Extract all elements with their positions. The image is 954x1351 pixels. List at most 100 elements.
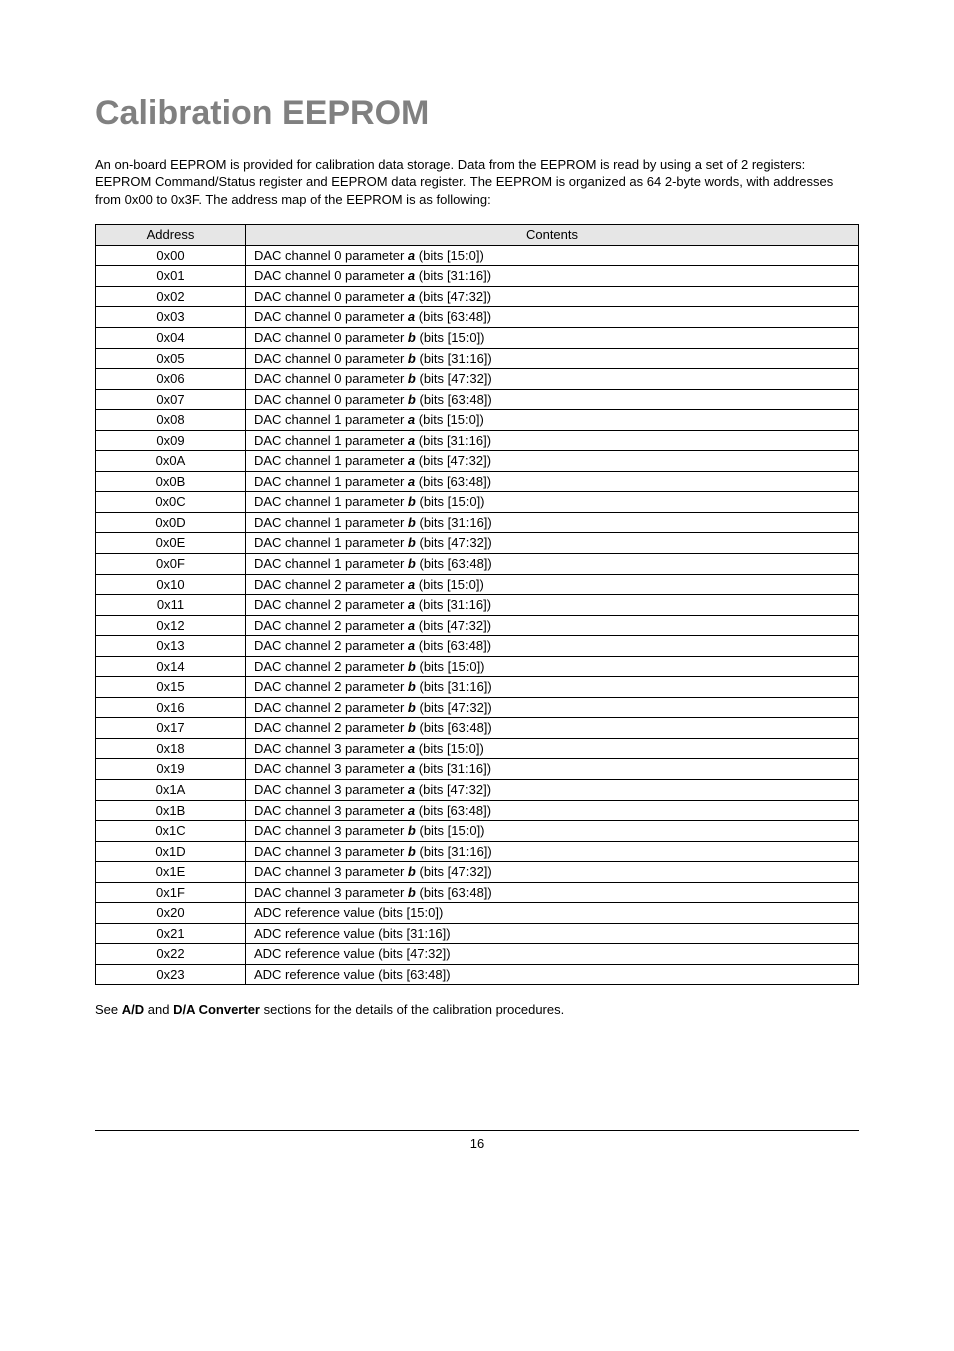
cell-post: (bits [47:32]) — [415, 289, 491, 304]
table-row: 0x0CDAC channel 1 parameter b (bits [15:… — [96, 492, 859, 513]
table-row: 0x15DAC channel 2 parameter b (bits [31:… — [96, 677, 859, 698]
cell-param-var: b — [408, 330, 416, 345]
cell-pre: DAC channel 3 parameter — [254, 803, 408, 818]
intro-paragraph: An on-board EEPROM is provided for calib… — [95, 156, 859, 209]
cell-pre: DAC channel 1 parameter — [254, 535, 408, 550]
cell-contents: DAC channel 1 parameter a (bits [63:48]) — [246, 471, 859, 492]
cell-post: (bits [63:48]) — [415, 803, 491, 818]
cell-post: (bits [15:0]) — [416, 823, 485, 838]
table-row: 0x1FDAC channel 3 parameter b (bits [63:… — [96, 882, 859, 903]
cell-pre: DAC channel 3 parameter — [254, 761, 408, 776]
cell-address: 0x03 — [96, 307, 246, 328]
cell-address: 0x0E — [96, 533, 246, 554]
cell-post: (bits [31:16]) — [416, 515, 492, 530]
table-row: 0x11DAC channel 2 parameter a (bits [31:… — [96, 595, 859, 616]
cell-pre: DAC channel 3 parameter — [254, 844, 408, 859]
table-row: 0x01DAC channel 0 parameter a (bits [31:… — [96, 266, 859, 287]
cell-contents: DAC channel 0 parameter b (bits [47:32]) — [246, 369, 859, 390]
cell-address: 0x00 — [96, 245, 246, 266]
cell-post: (bits [47:32]) — [416, 864, 492, 879]
page-title: Calibration EEPROM — [95, 90, 859, 138]
table-row: 0x04DAC channel 0 parameter b (bits [15:… — [96, 327, 859, 348]
cell-contents: DAC channel 0 parameter b (bits [15:0]) — [246, 327, 859, 348]
cell-post: (bits [63:48]) — [415, 309, 491, 324]
cell-contents: DAC channel 2 parameter a (bits [31:16]) — [246, 595, 859, 616]
cell-address: 0x01 — [96, 266, 246, 287]
cell-address: 0x10 — [96, 574, 246, 595]
cell-param-var: b — [408, 864, 416, 879]
cell-pre: DAC channel 1 parameter — [254, 474, 408, 489]
cell-post: (bits [63:48]) — [416, 392, 492, 407]
cell-pre: DAC channel 3 parameter — [254, 741, 408, 756]
table-row: 0x0FDAC channel 1 parameter b (bits [63:… — [96, 553, 859, 574]
table-row: 0x1ADAC channel 3 parameter a (bits [47:… — [96, 780, 859, 801]
cell-post: (bits [47:32]) — [416, 535, 492, 550]
table-row: 0x0E DAC channel 1 parameter b (bits [47:… — [96, 533, 859, 554]
cell-contents: DAC channel 3 parameter b (bits [31:16]) — [246, 841, 859, 862]
cell-address: 0x0B — [96, 471, 246, 492]
cell-param-var: b — [408, 351, 416, 366]
cell-address: 0x0F — [96, 553, 246, 574]
cell-address: 0x19 — [96, 759, 246, 780]
table-row: 0x0DDAC channel 1 parameter b (bits [31:… — [96, 512, 859, 533]
cell-address: 0x11 — [96, 595, 246, 616]
cell-address: 0x08 — [96, 410, 246, 431]
cell-pre: DAC channel 1 parameter — [254, 494, 408, 509]
cell-post: (bits [63:48]) — [415, 638, 491, 653]
cell-post: (bits [63:48]) — [416, 720, 492, 735]
cell-post: (bits [15:0]) — [415, 577, 484, 592]
cell-post: (bits [47:32]) — [416, 700, 492, 715]
cell-pre: DAC channel 2 parameter — [254, 659, 408, 674]
cell-post: (bits [31:16]) — [415, 761, 491, 776]
cell-address: 0x14 — [96, 656, 246, 677]
cell-contents: DAC channel 0 parameter b (bits [63:48]) — [246, 389, 859, 410]
table-row: 0x1CDAC channel 3 parameter b (bits [15:… — [96, 821, 859, 842]
cell-post: (bits [47:32]) — [415, 453, 491, 468]
cell-param-var: b — [408, 535, 416, 550]
cell-address: 0x1C — [96, 821, 246, 842]
cell-address: 0x0D — [96, 512, 246, 533]
table-row: 0x12DAC channel 2 parameter a (bits [47:… — [96, 615, 859, 636]
table-row: 0x1DDAC channel 3 parameter b (bits [31:… — [96, 841, 859, 862]
table-row: 0x02DAC channel 0 parameter a (bits [47:… — [96, 286, 859, 307]
cell-pre: DAC channel 2 parameter — [254, 638, 408, 653]
cell-contents: ADC reference value (bits [31:16]) — [246, 923, 859, 944]
cell-address: 0x21 — [96, 923, 246, 944]
cell-pre: DAC channel 1 parameter — [254, 453, 408, 468]
cell-contents: DAC channel 1 parameter b (bits [31:16]) — [246, 512, 859, 533]
cell-post: (bits [15:0]) — [415, 412, 484, 427]
table-row: 0x13DAC channel 2 parameter a (bits [63:… — [96, 636, 859, 657]
footnote-da: D/A Converter — [173, 1002, 260, 1017]
table-row: 0x19DAC channel 3 parameter a (bits [31:… — [96, 759, 859, 780]
cell-pre: DAC channel 0 parameter — [254, 248, 408, 263]
footnote-mid: and — [144, 1002, 173, 1017]
table-header-row: Address Contents — [96, 225, 859, 246]
cell-contents: DAC channel 0 parameter a (bits [31:16]) — [246, 266, 859, 287]
table-row: 0x00DAC channel 0 parameter a (bits [15:… — [96, 245, 859, 266]
cell-pre: DAC channel 0 parameter — [254, 268, 408, 283]
cell-address: 0x22 — [96, 944, 246, 965]
cell-post: (bits [31:16]) — [415, 268, 491, 283]
cell-contents: DAC channel 3 parameter b (bits [63:48]) — [246, 882, 859, 903]
cell-post: (bits [31:16]) — [415, 433, 491, 448]
cell-address: 0x18 — [96, 738, 246, 759]
cell-post: (bits [15:0]) — [416, 494, 485, 509]
cell-pre: DAC channel 2 parameter — [254, 700, 408, 715]
cell-param-var: b — [408, 556, 416, 571]
cell-contents: DAC channel 1 parameter a (bits [47:32]) — [246, 451, 859, 472]
cell-contents: DAC channel 0 parameter a (bits [63:48]) — [246, 307, 859, 328]
cell-address: 0x1F — [96, 882, 246, 903]
cell-address: 0x02 — [96, 286, 246, 307]
cell-contents: ADC reference value (bits [15:0]) — [246, 903, 859, 924]
cell-contents: DAC channel 1 parameter b (bits [63:48]) — [246, 553, 859, 574]
cell-post: (bits [15:0]) — [415, 248, 484, 263]
cell-address: 0x1E — [96, 862, 246, 883]
cell-pre: DAC channel 3 parameter — [254, 782, 408, 797]
cell-pre: DAC channel 1 parameter — [254, 412, 408, 427]
cell-address: 0x1A — [96, 780, 246, 801]
cell-address: 0x23 — [96, 964, 246, 985]
cell-pre: DAC channel 2 parameter — [254, 679, 408, 694]
cell-address: 0x15 — [96, 677, 246, 698]
cell-pre: DAC channel 0 parameter — [254, 309, 408, 324]
cell-contents: DAC channel 1 parameter a (bits [15:0]) — [246, 410, 859, 431]
